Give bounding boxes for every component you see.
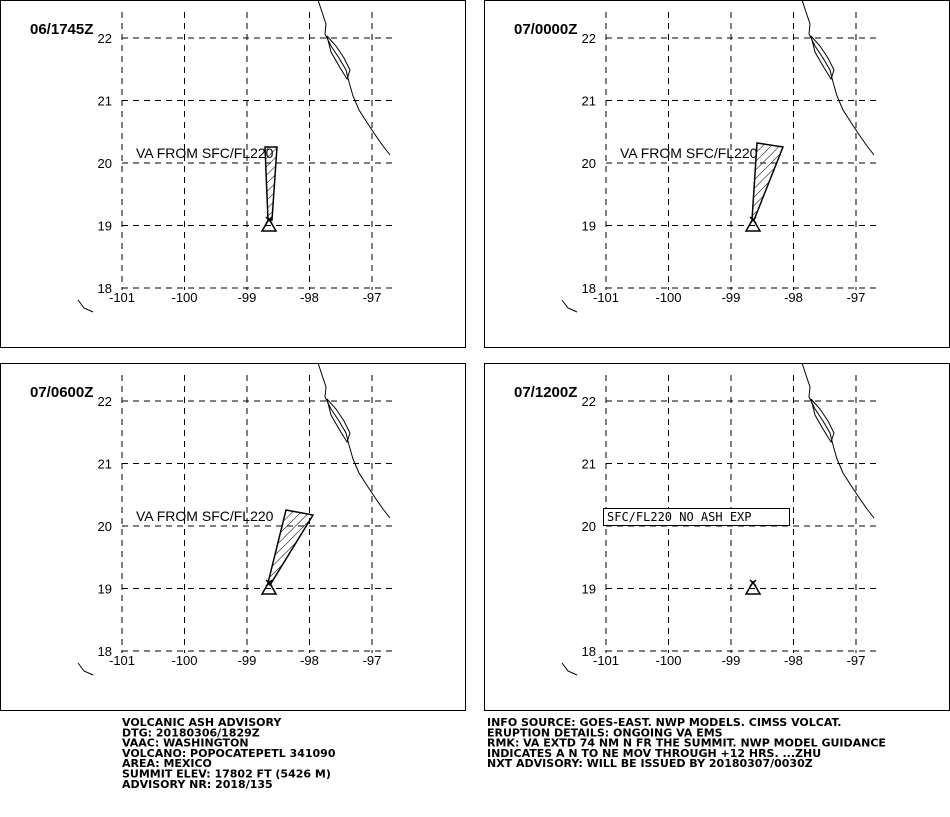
coastline bbox=[561, 299, 578, 313]
map-panel: -101 -100 -99 -98 -97 18 19 20 21 22 07/0600Z VA FR… bbox=[0, 362, 466, 711]
coastline bbox=[317, 362, 391, 519]
valid-time: 07/1200Z bbox=[514, 384, 577, 401]
lon-label: -98 bbox=[300, 290, 319, 305]
lon-label: -99 bbox=[722, 290, 741, 305]
volcano-icon bbox=[260, 216, 278, 232]
advisory-line: ADVISORY NR: 2018/135 bbox=[122, 778, 273, 791]
lat-label: 18 bbox=[582, 281, 596, 296]
lat-label: 19 bbox=[98, 582, 112, 597]
lat-label: 22 bbox=[582, 31, 596, 46]
volcano-icon bbox=[744, 216, 762, 232]
coastline bbox=[801, 0, 875, 156]
status-box bbox=[603, 508, 790, 526]
lagoon bbox=[810, 398, 835, 444]
lon-label: -100 bbox=[171, 290, 197, 305]
lat-label: 22 bbox=[582, 394, 596, 409]
lagoon bbox=[810, 35, 835, 81]
ash-annotation: VA FROM SFC/FL220 bbox=[136, 145, 274, 161]
map-panel: -101 -100 -99 -98 -97 18 19 20 21 22 07/0000Z VA FR… bbox=[484, 0, 950, 348]
advisory-line: RMK: VA EXTD 74 NM N FR THE SUMMIT. NWP … bbox=[487, 737, 886, 750]
advisory-line: VAAC: WASHINGTON bbox=[122, 737, 249, 750]
lon-label: -99 bbox=[238, 290, 257, 305]
lat-label: 19 bbox=[98, 219, 112, 234]
map-panel: -101 -100 -99 -98 -97 18 19 20 21 22 06/1745Z VA FR… bbox=[0, 0, 466, 348]
ash-plume bbox=[264, 146, 278, 221]
advisory-line: NXT ADVISORY: WILL BE ISSUED BY 20180307… bbox=[487, 757, 813, 770]
valid-time: 07/0600Z bbox=[30, 384, 93, 401]
lon-label: -100 bbox=[655, 290, 681, 305]
advisory-line: INFO SOURCE: GOES-EAST. NWP MODELS. CIMS… bbox=[487, 716, 842, 729]
panel-border bbox=[484, 0, 950, 348]
lagoon bbox=[326, 398, 351, 444]
lon-label: -97 bbox=[847, 653, 866, 668]
advisory-line: ERUPTION DETAILS: ONGOING VA EMS bbox=[487, 726, 723, 739]
lon-label: -101 bbox=[109, 290, 135, 305]
lat-label: 20 bbox=[98, 519, 112, 534]
volcano-icon bbox=[744, 579, 762, 595]
lat-label: 21 bbox=[582, 94, 596, 109]
map-panel: -101 -100 -99 -98 -97 18 19 20 21 22 07/1200Z SFC/F… bbox=[484, 362, 950, 711]
coastline bbox=[561, 662, 578, 676]
lon-label: -100 bbox=[655, 653, 681, 668]
panel-border bbox=[0, 363, 466, 711]
lat-label: 21 bbox=[98, 94, 112, 109]
lat-label: 20 bbox=[98, 156, 112, 171]
lat-label: 21 bbox=[98, 457, 112, 472]
ash-plume bbox=[267, 509, 315, 587]
coastline bbox=[317, 0, 391, 156]
lon-label: -98 bbox=[784, 653, 803, 668]
lat-label: 18 bbox=[98, 644, 112, 659]
lat-label: 18 bbox=[98, 281, 112, 296]
lon-label: -97 bbox=[363, 653, 382, 668]
advisory-line: INDICATES A N TO NE MOV THROUGH +12 HRS.… bbox=[487, 747, 821, 760]
valid-time: 07/0000Z bbox=[514, 21, 577, 38]
lat-label: 18 bbox=[582, 644, 596, 659]
lon-label: -101 bbox=[593, 290, 619, 305]
lon-label: -97 bbox=[363, 290, 382, 305]
lon-label: -101 bbox=[593, 653, 619, 668]
lat-label: 19 bbox=[582, 582, 596, 597]
coastline bbox=[801, 362, 875, 519]
lon-label: -99 bbox=[238, 653, 257, 668]
ash-annotation: VA FROM SFC/FL220 bbox=[136, 508, 274, 524]
advisory-line: AREA: MEXICO bbox=[122, 757, 212, 770]
coastline bbox=[77, 299, 94, 313]
lat-label: 21 bbox=[582, 457, 596, 472]
volcano-icon bbox=[260, 579, 278, 595]
lat-label: 20 bbox=[582, 156, 596, 171]
advisory-line: SUMMIT ELEV: 17802 FT (5426 M) bbox=[122, 768, 331, 781]
advisory-line: VOLCANO: POPOCATEPETL 341090 bbox=[122, 747, 336, 760]
lat-label: 22 bbox=[98, 31, 112, 46]
coastline bbox=[77, 662, 94, 676]
lon-label: -98 bbox=[300, 653, 319, 668]
advisory-line: VOLCANIC ASH ADVISORY bbox=[122, 716, 282, 729]
valid-time: 06/1745Z bbox=[30, 21, 93, 38]
lon-label: -97 bbox=[847, 290, 866, 305]
panel-border bbox=[0, 0, 466, 348]
lat-label: 19 bbox=[582, 219, 596, 234]
lon-label: -98 bbox=[784, 290, 803, 305]
panel-border bbox=[484, 363, 950, 711]
lat-label: 20 bbox=[582, 519, 596, 534]
ash-status: SFC/FL220 NO ASH EXP bbox=[607, 510, 752, 524]
ash-annotation: VA FROM SFC/FL220 bbox=[620, 145, 758, 161]
lat-label: 22 bbox=[98, 394, 112, 409]
lon-label: -100 bbox=[171, 653, 197, 668]
lon-label: -101 bbox=[109, 653, 135, 668]
lon-label: -99 bbox=[722, 653, 741, 668]
lagoon bbox=[326, 35, 351, 81]
advisory-line: DTG: 20180306/1829Z bbox=[122, 726, 260, 739]
